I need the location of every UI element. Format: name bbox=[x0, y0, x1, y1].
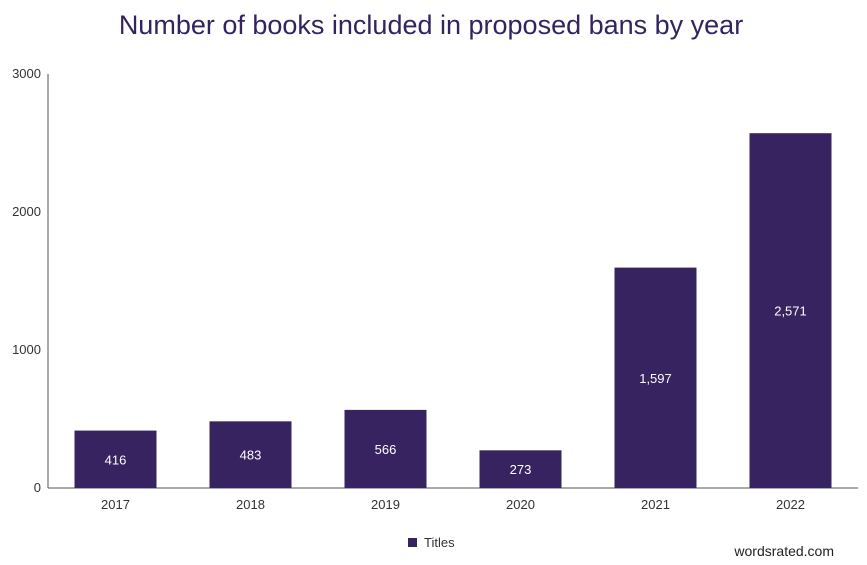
chart-title: Number of books included in proposed ban… bbox=[119, 10, 743, 40]
bar-2020 bbox=[479, 450, 562, 488]
bar-2018 bbox=[209, 421, 292, 488]
y-tick-label: 1000 bbox=[12, 342, 41, 357]
legend-label: Titles bbox=[424, 535, 455, 550]
bar-2017 bbox=[74, 430, 157, 488]
bar-value-label: 1,597 bbox=[639, 371, 672, 386]
bar-value-label: 566 bbox=[375, 442, 397, 457]
x-tick-label: 2020 bbox=[506, 497, 535, 512]
x-tick-label: 2018 bbox=[236, 497, 265, 512]
bar-2021 bbox=[614, 267, 697, 488]
y-tick-label: 2000 bbox=[12, 204, 41, 219]
x-tick-label: 2022 bbox=[776, 497, 805, 512]
bar-value-label: 483 bbox=[240, 448, 262, 463]
bar-2022 bbox=[749, 133, 832, 488]
bar-value-label: 416 bbox=[105, 452, 127, 467]
bar-value-label: 273 bbox=[510, 462, 532, 477]
legend-swatch bbox=[408, 538, 417, 547]
legend: Titles bbox=[408, 535, 455, 550]
x-axis: 2017 2018 2019 2020 2021 2022 bbox=[48, 487, 858, 512]
x-tick-label: 2021 bbox=[641, 497, 670, 512]
x-tick-label: 2017 bbox=[101, 497, 130, 512]
source-label: wordsrated.com bbox=[733, 543, 834, 559]
bar-2019 bbox=[344, 409, 427, 488]
bar-value-label: 2,571 bbox=[774, 304, 807, 319]
bars: 416 483 566 273 1,597 2,571 bbox=[74, 133, 832, 488]
y-axis: 0 1000 2000 3000 bbox=[12, 66, 49, 495]
x-tick-label: 2019 bbox=[371, 497, 400, 512]
y-tick-label: 3000 bbox=[12, 66, 41, 81]
y-tick-label: 0 bbox=[34, 480, 41, 495]
